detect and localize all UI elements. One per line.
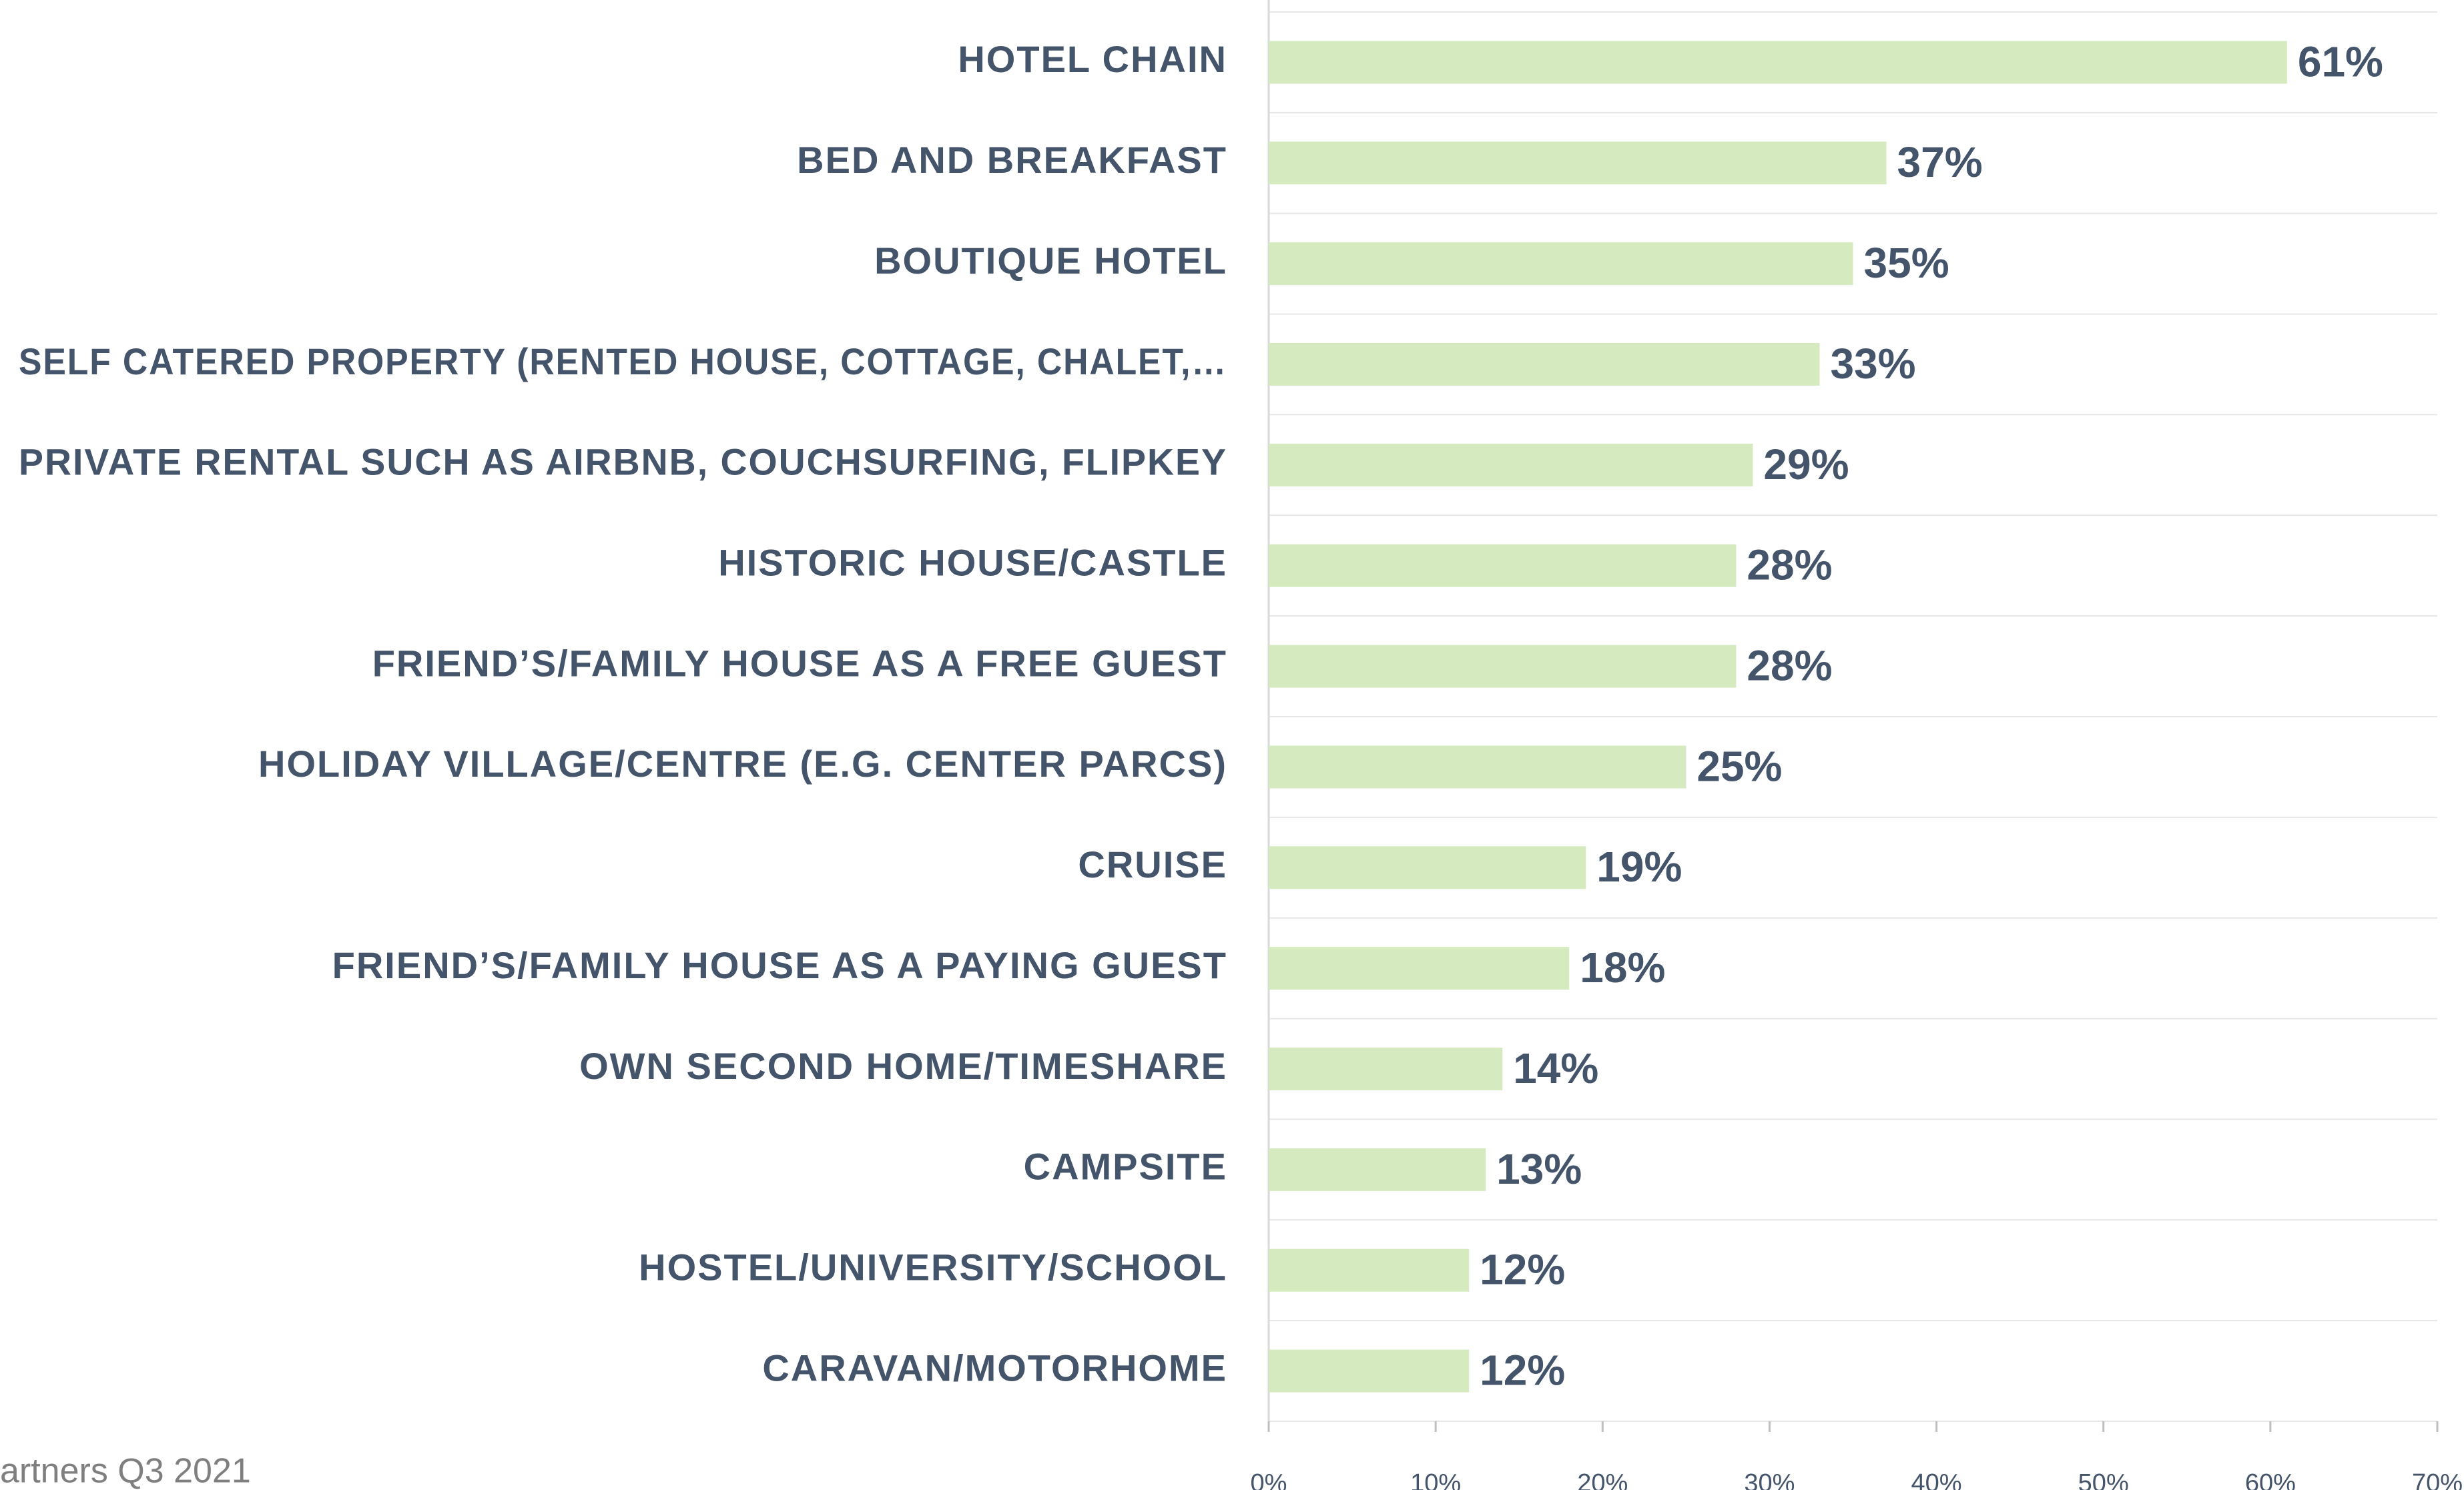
value-label: 12% <box>1480 1346 1565 1394</box>
bar <box>1269 1048 1503 1090</box>
bar <box>1269 141 1887 185</box>
category-label: FRIEND’S/FAMILY HOUSE AS A PAYING GUEST <box>332 944 1227 986</box>
value-label: 37% <box>1897 138 1983 186</box>
bar <box>1269 242 1853 286</box>
value-label: 18% <box>1580 944 1665 992</box>
x-tick-label: 70% <box>2412 1469 2463 1490</box>
value-label: 33% <box>1830 340 1915 388</box>
category-label: FRIEND’S/FAMILY HOUSE AS A FREE GUEST <box>372 642 1227 684</box>
category-label: CAMPSITE <box>1024 1146 1227 1188</box>
category-label: PRIVATE RENTAL SUCH AS AIRBNB, COUCHSURF… <box>19 441 1227 483</box>
bar <box>1269 846 1586 889</box>
x-tick-label: 60% <box>2245 1469 2296 1490</box>
bar <box>1269 745 1686 789</box>
x-tick-label: 40% <box>1911 1469 1962 1490</box>
value-label: 25% <box>1697 742 1782 790</box>
value-label: 19% <box>1596 843 1682 891</box>
category-label: OWN SECOND HOME/TIMESHARE <box>579 1045 1227 1087</box>
bar <box>1269 343 1820 386</box>
x-tick-label: 30% <box>1744 1469 1795 1490</box>
value-label: 14% <box>1513 1044 1598 1092</box>
category-label: CARAVAN/MOTORHOME <box>762 1347 1227 1389</box>
x-tick-label: 20% <box>1577 1469 1628 1490</box>
bar <box>1269 1248 1470 1292</box>
bar <box>1269 947 1570 990</box>
footnote: artners Q3 2021 <box>0 1452 251 1490</box>
value-label: 13% <box>1496 1145 1582 1193</box>
value-label: 12% <box>1480 1246 1565 1294</box>
category-label: BED AND BREAKFAST <box>797 139 1227 181</box>
value-label: 28% <box>1747 641 1832 689</box>
bar <box>1269 41 2287 84</box>
bar <box>1269 1148 1486 1191</box>
value-label: 35% <box>1864 239 1949 287</box>
category-label: HOSTEL/UNIVERSITY/SCHOOL <box>639 1246 1227 1288</box>
value-label: 61% <box>2298 37 2383 85</box>
x-tick-label: 0% <box>1251 1469 1287 1490</box>
bar <box>1269 544 1737 587</box>
category-label: BOUTIQUE HOTEL <box>874 240 1227 282</box>
value-label: 28% <box>1747 541 1832 589</box>
bar <box>1269 645 1737 688</box>
value-label: 29% <box>1763 440 1849 488</box>
category-label: SELF CATERED PROPERTY (RENTED HOUSE, COT… <box>19 340 1227 382</box>
x-tick-label: 10% <box>1410 1469 1461 1490</box>
x-tick-label: 50% <box>2078 1469 2129 1490</box>
category-label: HOLIDAY VILLAGE/CENTRE (E.G. CENTER PARC… <box>258 743 1227 785</box>
bar <box>1269 443 1753 486</box>
bar <box>1269 1349 1470 1393</box>
category-label: HOTEL CHAIN <box>958 38 1227 80</box>
category-label: HISTORIC HOUSE/CASTLE <box>718 542 1227 584</box>
category-label: CRUISE <box>1078 843 1227 885</box>
